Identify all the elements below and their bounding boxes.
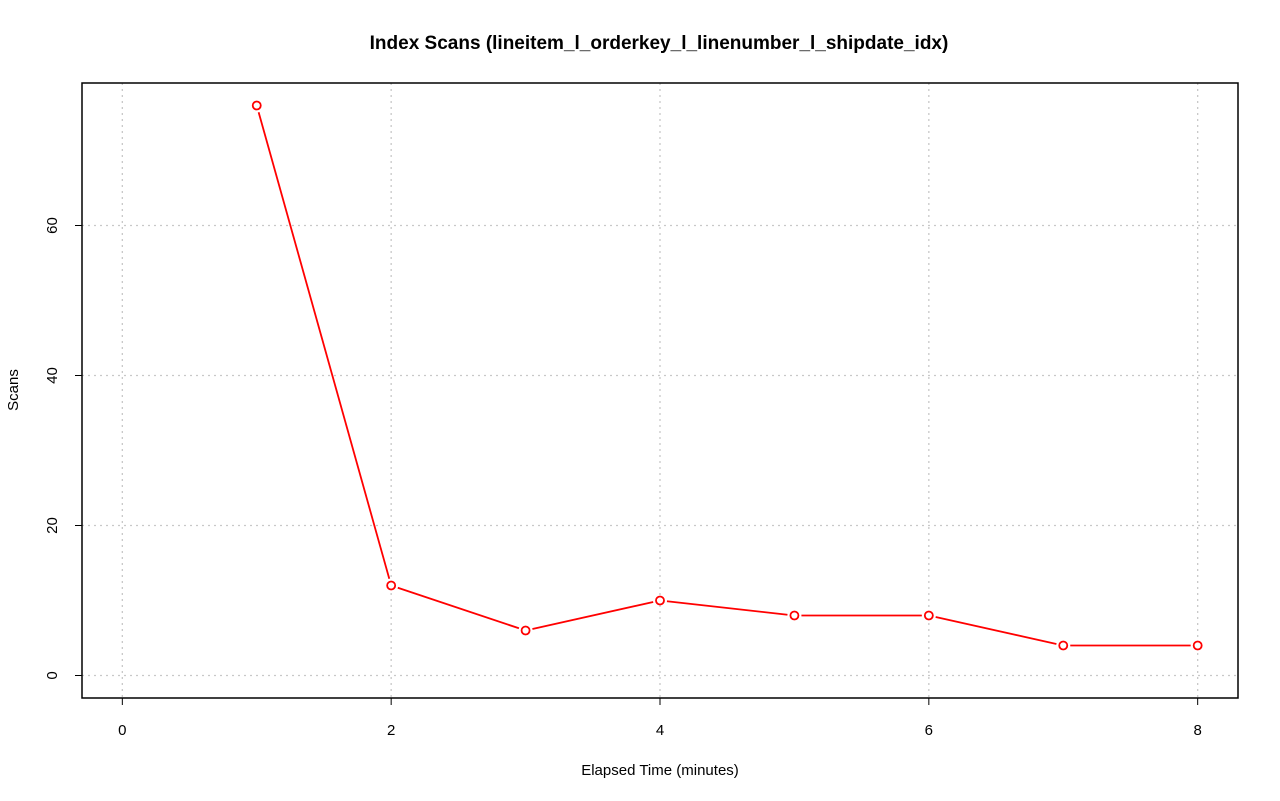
series-line-segment [666, 600, 788, 616]
series-line-segment [257, 111, 391, 580]
data-point [655, 595, 665, 606]
y-axis: 0 20 40 60 [44, 217, 82, 680]
x-tick-label: 4 [656, 722, 664, 739]
x-axis-label: Elapsed Time (minutes) [581, 762, 739, 779]
x-tick-label: 8 [1194, 722, 1202, 739]
data-point [251, 100, 262, 111]
data-point [923, 610, 934, 621]
x-tick-label: 2 [387, 722, 395, 739]
data-point [789, 610, 800, 621]
y-tick-label: 40 [44, 367, 61, 384]
series-layer [251, 100, 1203, 651]
data-point [1192, 640, 1203, 651]
x-tick-label: 6 [925, 722, 933, 739]
data-point [386, 580, 397, 591]
x-tick-label: 0 [118, 722, 126, 739]
grid [82, 83, 1238, 698]
y-tick-label: 20 [44, 517, 61, 534]
data-point [520, 625, 531, 636]
data-point [1058, 640, 1069, 651]
series-line-segment [397, 586, 520, 630]
y-axis-label: Scans [5, 369, 22, 411]
series-line-segment [532, 601, 654, 630]
series-line-segment [935, 616, 1057, 645]
y-tick-label: 60 [44, 217, 61, 234]
x-axis: 0 2 4 6 8 [118, 698, 1202, 739]
chart-title: Index Scans (lineitem_l_orderkey_l_linen… [370, 33, 949, 54]
y-tick-label: 0 [44, 671, 61, 679]
